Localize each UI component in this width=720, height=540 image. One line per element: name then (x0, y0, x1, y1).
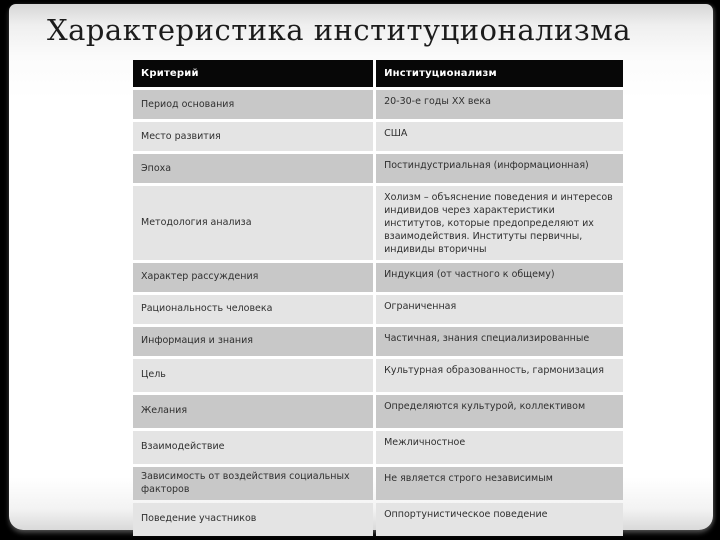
table-row: Информация и знания Частичная, знания сп… (133, 326, 623, 356)
table-row: Методология анализа Холизм – объяснение … (133, 186, 623, 260)
column-header-criterion: Критерий (133, 60, 374, 87)
value-cell: Ограниченная (376, 294, 623, 324)
characteristics-table: Критерий Институционализм Период основан… (130, 57, 626, 539)
value-cell: Культурная образованность, гармонизация (376, 358, 623, 392)
criterion-cell: Поведение участников (133, 502, 374, 536)
criterion-cell: Характер рассуждения (133, 262, 374, 292)
value-cell: США (376, 122, 623, 151)
criterion-cell: Взаимодействие (133, 430, 374, 464)
column-header-institutionalism: Институционализм (376, 60, 623, 87)
table-row: Эпоха Постиндустриальная (информационная… (133, 154, 623, 183)
value-cell: Холизм – объяснение поведения и интересо… (376, 186, 623, 260)
criterion-cell: Информация и знания (133, 326, 374, 356)
value-cell: Частичная, знания специализированные (376, 326, 623, 356)
value-cell: Индукция (от частного к общему) (376, 262, 623, 292)
table-row: Период основания 20-30-е годы XX века (133, 90, 623, 119)
value-cell: Постиндустриальная (информационная) (376, 154, 623, 183)
table-row: Поведение участников Оппортунистическое … (133, 502, 623, 536)
value-cell: Оппортунистическое поведение (376, 502, 623, 536)
criterion-cell: Желания (133, 394, 374, 428)
table-row: Рациональность человека Ограниченная (133, 294, 623, 324)
criterion-cell: Эпоха (133, 154, 374, 183)
table-row: Место развития США (133, 122, 623, 151)
table-row: Характер рассуждения Индукция (от частно… (133, 262, 623, 292)
table-row: Цель Культурная образованность, гармониз… (133, 358, 623, 392)
table-row: Зависимость от воздействия социальных фа… (133, 466, 623, 500)
table-row: Желания Определяются культурой, коллекти… (133, 394, 623, 428)
value-cell: Определяются культурой, коллективом (376, 394, 623, 428)
criterion-cell: Зависимость от воздействия социальных фа… (133, 466, 374, 500)
criterion-cell: Период основания (133, 90, 374, 119)
value-cell: Не является строго независимым (376, 466, 623, 500)
table-row: Взаимодействие Межличностное (133, 430, 623, 464)
criterion-cell: Рациональность человека (133, 294, 374, 324)
value-cell: Межличностное (376, 430, 623, 464)
slide-title: Характеристика институционализма (46, 13, 632, 47)
criterion-cell: Место развития (133, 122, 374, 151)
table-header-row: Критерий Институционализм (133, 60, 623, 87)
criterion-cell: Методология анализа (133, 186, 374, 260)
slide: Характеристика институционализма Критери… (9, 4, 713, 536)
characteristics-table-container: Критерий Институционализм Период основан… (130, 57, 626, 539)
criterion-cell: Цель (133, 358, 374, 392)
value-cell: 20-30-е годы XX века (376, 90, 623, 119)
